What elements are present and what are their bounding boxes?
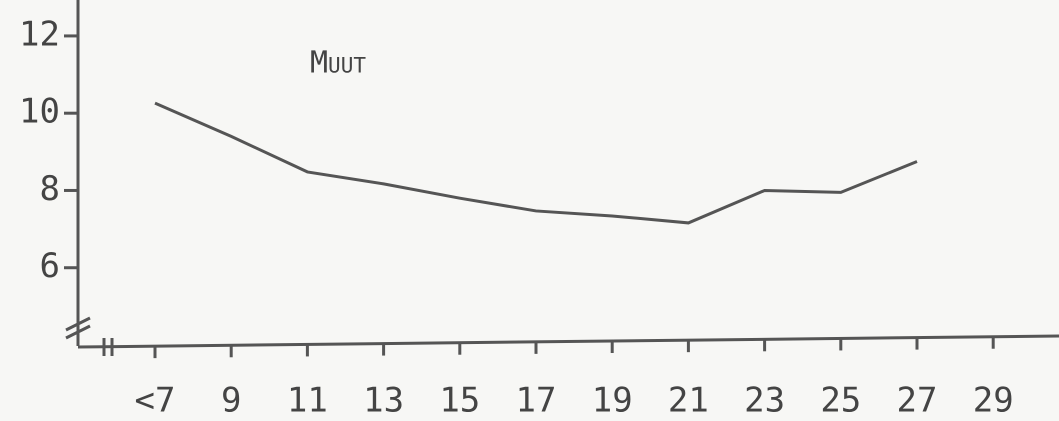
x-tick-label: <7 [135, 381, 176, 421]
x-tick-label: 15 [439, 381, 480, 421]
x-tick-label: 11 [287, 381, 328, 421]
x-axis [77, 334, 1059, 349]
x-tick-label: 29 [973, 381, 1014, 421]
x-tick-label: 19 [592, 381, 633, 421]
x-tick-label: 27 [897, 381, 938, 421]
y-tick-label: 6 [40, 246, 60, 286]
annotation: Muut [310, 46, 366, 81]
y-tick-label: 8 [40, 169, 60, 209]
axis-break [65, 316, 91, 340]
line [154, 101, 918, 225]
x-tick-label: 23 [744, 381, 785, 421]
y-tick-label: 12 [19, 14, 60, 54]
axis-break [102, 338, 114, 356]
x-tick-label: 9 [221, 381, 241, 421]
x-tick-label: 17 [516, 381, 557, 421]
x-tick-label: 13 [363, 381, 404, 421]
x-tick-label: 25 [820, 381, 861, 421]
y-tick-label: 10 [19, 92, 60, 132]
x-tick-label: 21 [668, 381, 709, 421]
